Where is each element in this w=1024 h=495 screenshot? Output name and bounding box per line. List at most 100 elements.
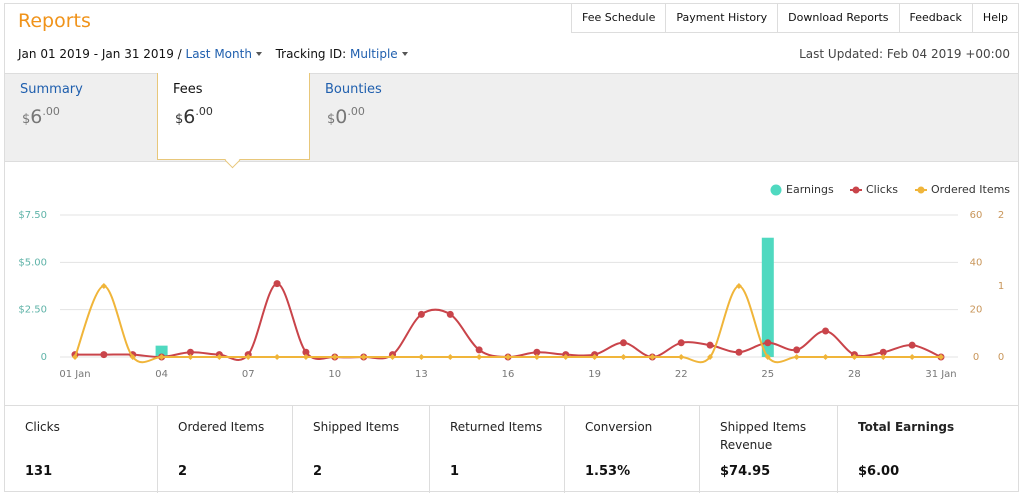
point [447, 354, 454, 360]
tab[interactable]: Fees $6.00 [157, 73, 310, 160]
nav-link[interactable]: Fee Schedule [571, 3, 667, 33]
y3-tick-label: 1 [998, 281, 1004, 292]
amount-whole: 6 [30, 106, 43, 128]
point [677, 339, 685, 347]
bar [155, 345, 168, 357]
tracking-dropdown[interactable]: Multiple [350, 47, 398, 61]
tab-label: Bounties [325, 82, 382, 97]
y2-tick-label: 60 [970, 210, 983, 221]
point [707, 354, 714, 360]
y2-tick-label: 0 [973, 352, 979, 363]
stat-label: Shipped Items Revenue [720, 420, 807, 452]
y2-tick-label: 20 [970, 305, 983, 316]
stat-cell: Ordered Items 2 [158, 406, 293, 493]
point [764, 339, 772, 347]
currency: $ [22, 112, 31, 127]
stats: Clicks 131 Ordered Items 2 Shipped Items 2 Ret… [5, 405, 1018, 493]
currency: $ [327, 112, 336, 127]
point [187, 354, 194, 360]
tracking-label: Tracking ID: [275, 47, 347, 61]
stat-value: 131 [25, 464, 53, 479]
point [418, 354, 425, 360]
tab[interactable]: Summary $6.00 [5, 73, 158, 160]
y-tick-label: $7.50 [18, 210, 47, 221]
point [735, 348, 743, 356]
y-tick-label: $2.50 [18, 305, 47, 316]
nav-link[interactable]: Feedback [898, 3, 973, 33]
nav-link[interactable]: Payment History [665, 3, 779, 33]
y-tick-label: 0 [41, 352, 47, 363]
date-range: Jan 01 2019 - Jan 31 2019 / [18, 47, 182, 61]
last-updated: Last Updated: Feb 04 2019 +00:00 [799, 47, 1010, 61]
stat-label: Clicks [25, 420, 60, 434]
page-title: Reports [18, 10, 91, 32]
stat-cell: Conversion 1.53% [565, 406, 700, 493]
tab-label: Fees [173, 82, 203, 97]
x-tick-label: 22 [675, 369, 688, 380]
x-tick-label: 10 [328, 369, 341, 380]
stat-label: Conversion [585, 420, 653, 434]
tab-amount: $0.00 [327, 105, 365, 128]
legend-item[interactable]: Earnings [770, 183, 835, 196]
stat-cell: Clicks 131 [5, 406, 158, 493]
point [389, 354, 396, 360]
line [75, 282, 942, 361]
y3-tick-label: 0 [998, 352, 1004, 363]
stat-label: Total Earnings [858, 420, 955, 434]
nav-link[interactable]: Download Reports [777, 3, 900, 33]
legend-swatch [917, 186, 925, 194]
point [533, 348, 541, 356]
x-tick-label: 31 Jan [925, 369, 956, 380]
tab-amount: $6.00 [175, 105, 213, 128]
point [880, 354, 887, 360]
chart: 0 $2.50 $5.00 $7.50 0 20 40 60 0 1 2 01 Jan 04 07 10 13… [18, 183, 1010, 380]
amount-cents: .00 [42, 105, 60, 118]
filters: Jan 01 2019 - Jan 31 2019 / Last Month T… [18, 47, 414, 61]
point [417, 310, 425, 318]
point [909, 354, 916, 360]
stat-label: Ordered Items [178, 420, 265, 434]
frame [4, 3, 1019, 492]
x-tick-label: 16 [502, 369, 515, 380]
tab[interactable]: Bounties $0.00 [310, 73, 463, 160]
point [620, 354, 627, 360]
bar [761, 237, 774, 357]
stat-cell: Total Earnings $6.00 [838, 406, 1018, 493]
legend-label: Clicks [866, 183, 898, 196]
point [72, 354, 78, 360]
legend-item[interactable]: Clicks [850, 183, 898, 196]
stat-label: Shipped Items [313, 420, 400, 434]
legend-swatch [852, 186, 860, 194]
point [706, 341, 714, 349]
amount-whole: 6 [183, 106, 196, 128]
point [822, 327, 830, 335]
point [938, 354, 944, 360]
point [562, 354, 569, 360]
point [678, 354, 685, 360]
amount-cents: .00 [195, 105, 213, 118]
x-tick-label: 13 [415, 369, 428, 380]
point [476, 354, 483, 360]
point [100, 351, 108, 359]
line [74, 284, 941, 364]
stat-label: Returned Items [450, 420, 543, 434]
tab-amount: $6.00 [22, 105, 60, 128]
point [591, 354, 598, 360]
point [822, 354, 829, 360]
point [475, 346, 483, 354]
currency: $ [175, 112, 184, 127]
legend-item[interactable]: Ordered Items [915, 183, 1010, 196]
point [851, 354, 858, 360]
point [649, 354, 656, 360]
x-tick-label: 07 [242, 369, 255, 380]
y-tick-label: $5.00 [18, 257, 47, 268]
stat-value: 1.53% [585, 464, 631, 479]
point [302, 354, 309, 360]
point [446, 310, 454, 318]
y3-tick-label: 2 [998, 210, 1004, 221]
y2-tick-label: 40 [970, 257, 983, 268]
nav-link[interactable]: Help [971, 3, 1019, 33]
period-dropdown[interactable]: Last Month [185, 47, 252, 61]
point [273, 280, 281, 288]
x-tick-label: 28 [848, 369, 861, 380]
